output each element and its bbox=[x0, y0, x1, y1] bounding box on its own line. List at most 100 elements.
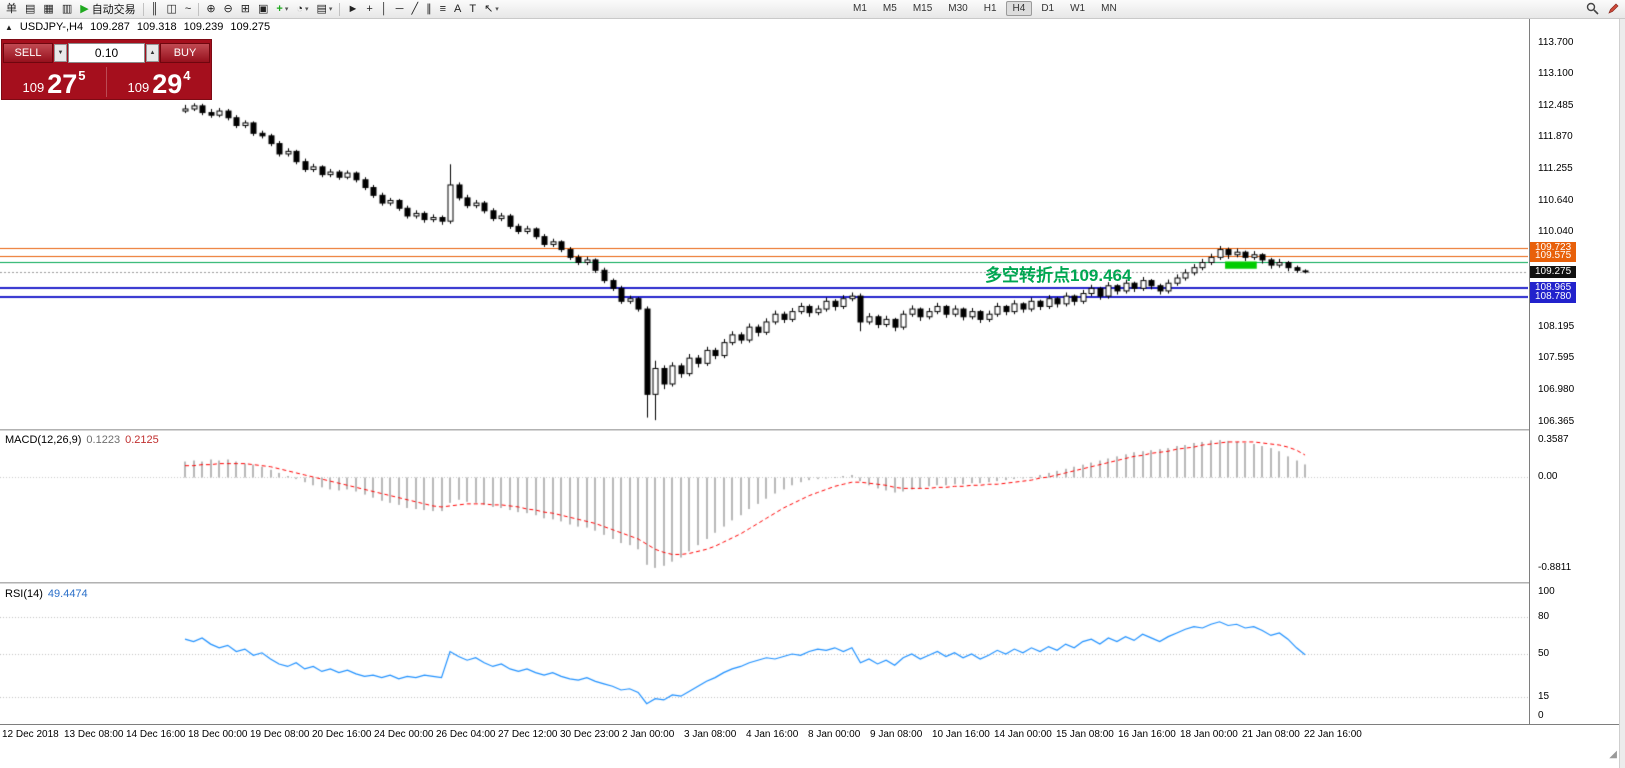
new-order-button[interactable]: 单 bbox=[2, 1, 21, 17]
macd-header: MACD(12,26,9) 0.1223 0.2125 bbox=[5, 434, 159, 446]
time-axis-label: 10 Jan 16:00 bbox=[932, 729, 990, 740]
timeframe-m30-button[interactable]: M30 bbox=[948, 3, 968, 14]
time-axis-label: 9 Jan 08:00 bbox=[870, 729, 923, 740]
fibonacci-tool-icon: ≡ bbox=[439, 2, 446, 15]
chart-annotation-text[interactable]: 多空转折点109.464 bbox=[985, 266, 1132, 285]
tile-windows-icon: ⊞ bbox=[240, 2, 250, 15]
collapse-trade-panel-icon[interactable]: ▲ bbox=[5, 22, 13, 32]
line-chart-type-button[interactable]: ~ bbox=[181, 1, 195, 17]
zoom-in-button[interactable]: ⊕ bbox=[202, 1, 219, 17]
fibonacci-tool-button[interactable]: ≡ bbox=[436, 1, 450, 17]
time-axis-label: 24 Dec 00:00 bbox=[374, 729, 434, 740]
lot-size-input[interactable] bbox=[68, 42, 145, 63]
timeframe-h4-button[interactable]: H4 bbox=[1005, 1, 1033, 16]
time-axis-label: 14 Jan 00:00 bbox=[994, 729, 1052, 740]
price-axis-label: 112.485 bbox=[1538, 99, 1574, 111]
buy-price[interactable]: 109 29 4 bbox=[107, 64, 211, 100]
arrow-tools-dropdown-icon[interactable]: ▾ bbox=[495, 6, 499, 13]
rsi-indicator-canvas[interactable] bbox=[0, 584, 1528, 723]
zoom-out-button[interactable]: ⊖ bbox=[220, 1, 237, 17]
quote-high: 109.318 bbox=[136, 21, 177, 33]
time-axis-label: 14 Dec 16:00 bbox=[126, 729, 186, 740]
timeframe-w1-button[interactable]: W1 bbox=[1070, 3, 1086, 14]
macd-indicator-canvas[interactable] bbox=[0, 431, 1528, 582]
sell-price-pips: 27 bbox=[47, 69, 78, 100]
arrow-tools-button[interactable]: ↖ ▾ bbox=[480, 1, 503, 17]
timeframe-m5-button[interactable]: M5 bbox=[882, 3, 897, 14]
macd-window-separator[interactable] bbox=[0, 429, 1625, 431]
toolbar-separator bbox=[142, 2, 144, 16]
time-axis-label: 12 Dec 2018 bbox=[2, 729, 59, 740]
horizontal-line-tool-button[interactable]: ─ bbox=[392, 1, 408, 17]
trade-panel-prices: 109 27 5 109 29 4 bbox=[2, 64, 211, 100]
channel-tool-icon: ∥ bbox=[426, 2, 432, 15]
vertical-line-tool-icon: │ bbox=[380, 2, 388, 15]
candlestick-chart-type-button[interactable]: ◫ bbox=[162, 1, 180, 17]
buy-price-sup: 4 bbox=[183, 68, 191, 83]
add-indicator-dropdown-icon[interactable]: ▾ bbox=[284, 6, 289, 13]
cursor-tool-button[interactable]: ► bbox=[343, 1, 362, 17]
trendline-tool-button[interactable]: ╱ bbox=[407, 1, 422, 17]
edit-pencil-icon[interactable] bbox=[1607, 2, 1620, 20]
lot-increase-button[interactable]: ▲ bbox=[146, 43, 159, 62]
price-axis-label: 100 bbox=[1538, 586, 1555, 597]
buy-price-big: 109 bbox=[127, 80, 150, 95]
template-menu-dropdown-icon[interactable]: ▾ bbox=[328, 6, 333, 13]
cursor-tool-icon: ► bbox=[347, 2, 359, 15]
period-menu-dropdown-icon[interactable]: ▾ bbox=[305, 6, 309, 13]
time-axis-label: 8 Jan 00:00 bbox=[808, 729, 861, 740]
channel-tool-button[interactable]: ∥ bbox=[422, 1, 436, 17]
tile-windows-button[interactable]: ⊞ bbox=[237, 1, 254, 17]
time-axis-label: 30 Dec 23:00 bbox=[560, 729, 620, 740]
timeframe-d1-button[interactable]: D1 bbox=[1041, 3, 1055, 14]
buy-button[interactable]: BUY bbox=[160, 42, 210, 63]
resize-grip-icon[interactable]: ◢ bbox=[1609, 749, 1617, 760]
price-axis[interactable]: 113.700 113.100 112.485 111.870 111.255 110.6… bbox=[1529, 18, 1625, 724]
time-axis-label: 26 Dec 04:00 bbox=[436, 729, 496, 740]
quote-close: 109.275 bbox=[230, 21, 271, 33]
text-tool-button[interactable]: A bbox=[450, 1, 465, 17]
time-axis-label: 3 Jan 08:00 bbox=[684, 729, 737, 740]
add-indicator-button[interactable]: + ▾ bbox=[272, 1, 292, 17]
timeframe-h1-button[interactable]: H1 bbox=[983, 3, 997, 14]
data-window-button[interactable]: ▦ bbox=[39, 1, 57, 17]
vertical-line-tool-button[interactable]: │ bbox=[377, 1, 392, 17]
price-line-label: 108.780 bbox=[1530, 291, 1577, 304]
sell-button[interactable]: SELL bbox=[3, 42, 53, 63]
trendline-tool-icon: ╱ bbox=[411, 2, 419, 15]
time-axis-label: 16 Jan 16:00 bbox=[1118, 729, 1176, 740]
line-chart-type-icon: ~ bbox=[184, 2, 192, 15]
auto-trading-label: 自动交易 bbox=[91, 4, 136, 16]
market-watch-icon: ▤ bbox=[25, 2, 36, 15]
price-axis-label: 110.040 bbox=[1538, 226, 1574, 237]
bar-chart-type-button[interactable]: ║ bbox=[147, 1, 163, 17]
price-axis-label: 0.3587 bbox=[1538, 434, 1569, 445]
timeframe-m1-button[interactable]: M1 bbox=[853, 3, 867, 14]
text-tool-icon: A bbox=[453, 2, 462, 15]
price-line-label: 109.275 bbox=[1530, 265, 1577, 278]
navigator-button[interactable]: ▥ bbox=[58, 1, 76, 17]
sell-price[interactable]: 109 27 5 bbox=[2, 64, 106, 100]
time-axis-label: 4 Jan 16:00 bbox=[746, 729, 799, 740]
toolbar-right bbox=[1586, 2, 1620, 20]
add-indicator-icon: + bbox=[276, 2, 283, 15]
rsi-window-separator[interactable] bbox=[0, 582, 1625, 584]
lot-decrease-button[interactable]: ▼ bbox=[54, 43, 67, 62]
timeframe-mn-button[interactable]: MN bbox=[1101, 3, 1117, 14]
main-chart-canvas[interactable] bbox=[0, 18, 1528, 430]
period-menu-button[interactable]: ◔ ▾ bbox=[292, 1, 312, 17]
auto-arrange-button[interactable]: ▣ bbox=[254, 1, 272, 17]
auto-trading-button[interactable]: ▶ 自动交易 bbox=[76, 1, 139, 17]
time-axis-label: 18 Jan 00:00 bbox=[1180, 729, 1238, 740]
time-axis[interactable]: 12 Dec 2018 13 Dec 08:00 14 Dec 16:00 18 De… bbox=[0, 724, 1625, 745]
quote-open: 109.287 bbox=[90, 21, 130, 33]
template-menu-button[interactable]: ▤ ▾ bbox=[313, 1, 337, 17]
crosshair-tool-button[interactable]: + bbox=[362, 1, 376, 17]
price-axis-label: 106.365 bbox=[1538, 415, 1575, 427]
price-line-label: 108.965 bbox=[1530, 281, 1577, 294]
macd-value-signal: 0.2125 bbox=[125, 434, 159, 446]
search-icon[interactable] bbox=[1586, 2, 1599, 20]
timeframe-m15-button[interactable]: M15 bbox=[912, 3, 933, 14]
label-tool-button[interactable]: T bbox=[465, 1, 480, 17]
market-watch-button[interactable]: ▤ bbox=[21, 1, 39, 17]
